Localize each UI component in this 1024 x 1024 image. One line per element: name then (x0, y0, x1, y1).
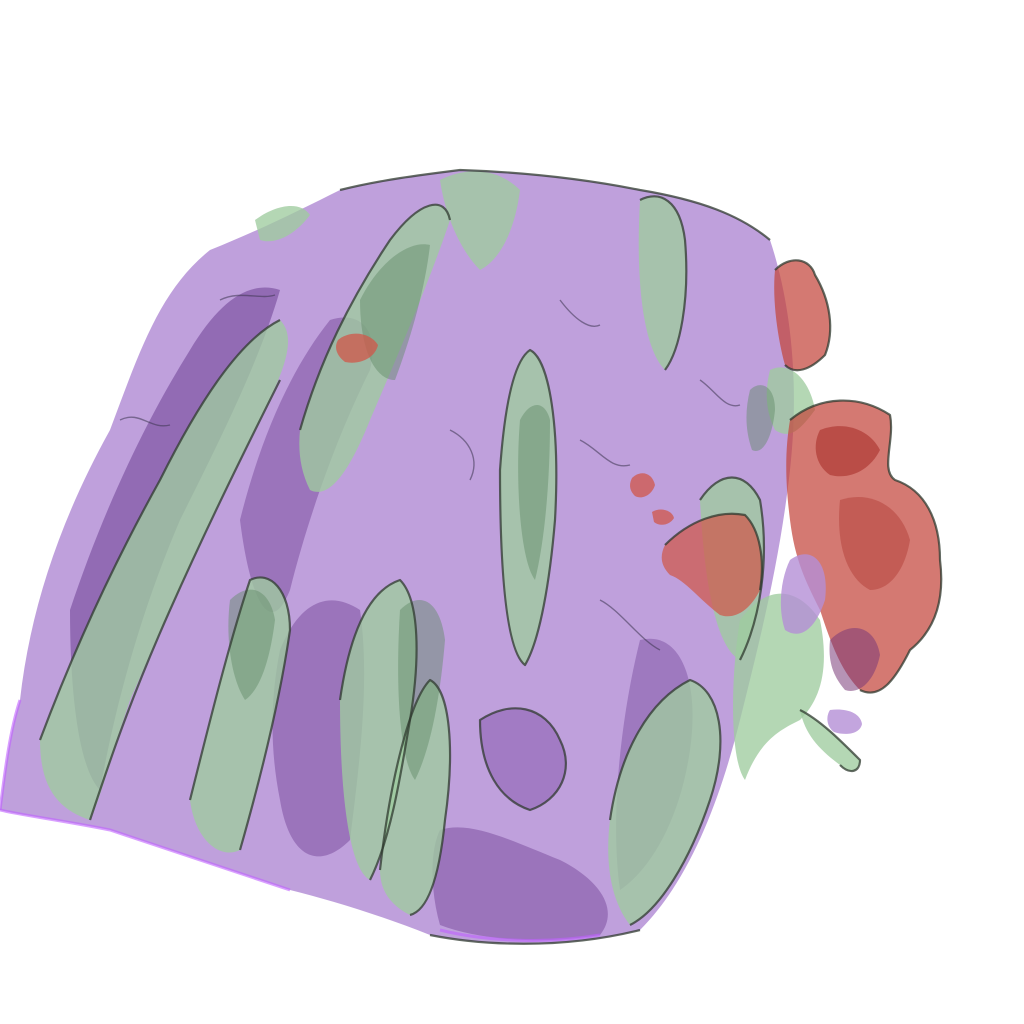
red-membrane-cluster (336, 260, 942, 693)
violet-lobes (780, 554, 862, 734)
surface-cracks (119, 294, 741, 651)
magenta-edges (0, 699, 601, 942)
membrane-outlines (38, 168, 943, 945)
